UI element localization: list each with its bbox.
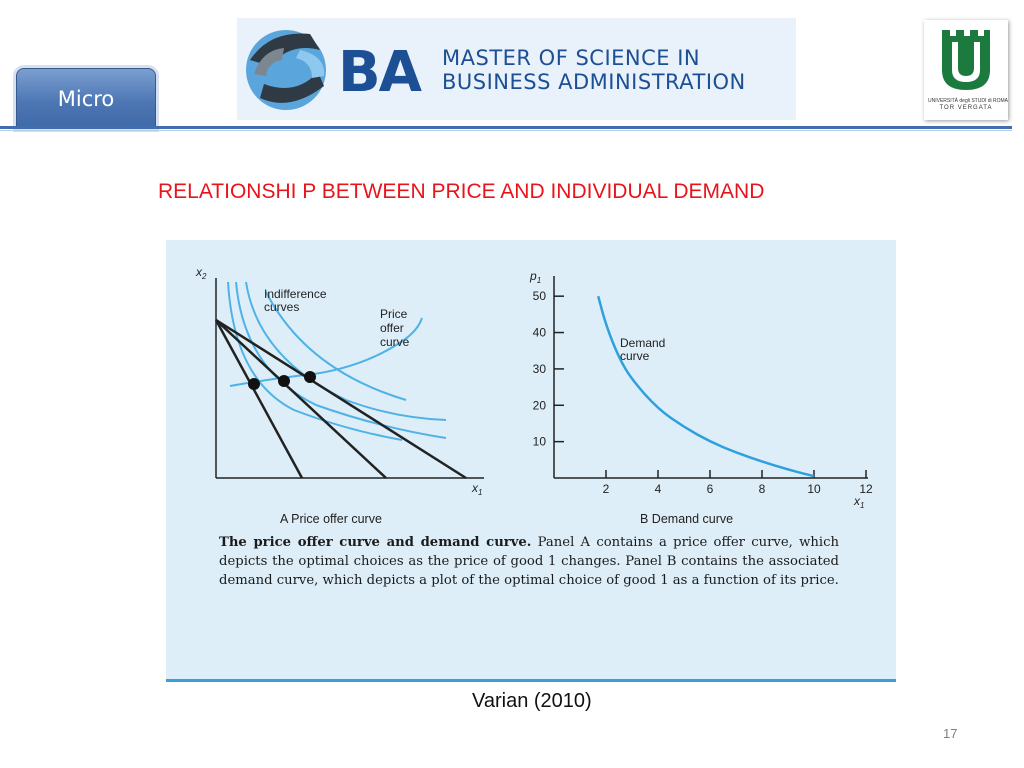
slide-title: RELATIONSHI P BETWEEN PRICE AND INDIVIDU… [158,180,765,203]
y-tick-label-40: 40 [533,326,547,340]
indifference-curves-label: Indifference curves [264,287,327,314]
budget-line-2 [215,319,387,479]
x-tick-label-2: 2 [603,482,610,496]
x-tick-label-4: 4 [655,482,662,496]
optimal-point-1 [248,378,260,390]
panel-b-y-axis-label: p1 [529,269,541,285]
panel-a-chart: x2 x1 Indifference curves Price offer curve… [195,265,484,526]
y-tick-label-50: 50 [533,289,547,303]
panel-b-x-axis-label: x1 [853,494,864,510]
header-divider-light [0,130,1012,131]
source-citation: Varian (2010) [472,690,592,712]
x-tick-label-8: 8 [759,482,766,496]
page-number: 17 [943,726,958,741]
section-tab-micro: Micro [16,68,156,129]
x-tick-label-12: 12 [859,482,873,496]
indifference-curve-3 [245,281,447,421]
indifference-curve-4 [265,291,407,401]
y-tick-label-10: 10 [533,435,547,449]
price-offer-curve [229,317,423,387]
figure-panel [166,240,896,680]
panel-a-caption: A Price offer curve [280,512,382,526]
logo-line-2: BUSINESS ADMINISTRATION [442,70,746,94]
panel-a-x-axis-label: x1 [471,481,482,497]
tower-emblem-icon [938,26,994,94]
indifference-curve-2 [235,281,447,439]
y-tick-label-20: 20 [533,398,547,412]
price-offer-curve-label: Price offer curve [380,307,410,349]
university-logo: UNIVERSITÀ degli STUDI di ROMA TOR VERGA… [924,20,1008,120]
university-name-line-2: TOR VERGATA [939,105,993,111]
x-tick-label-10: 10 [807,482,821,496]
demand-curve-label: Demand curve [620,336,665,363]
logo-line-1: MASTER OF SCIENCE IN [442,46,701,70]
figure-caption-heading: The price offer curve and demand curve. [219,535,532,550]
optimal-point-2 [278,375,290,387]
budget-line-3 [215,318,467,480]
x-tick-label-6: 6 [707,482,714,496]
demand-curve [596,295,815,478]
header-divider [0,126,1012,129]
panel-b-chart: p1 x1 2 4 6 8 10 12 10 20 30 40 50 Demand curve B D… [529,269,873,526]
optimal-point-3 [304,371,316,383]
figure-caption: The price offer curve and demand curve. … [219,533,839,590]
logo-letters: BA [338,40,422,105]
figure-bottom-border [166,679,896,682]
program-logo-banner [237,18,796,120]
panel-b-caption: B Demand curve [640,512,733,526]
y-tick-label-30: 30 [533,362,547,376]
university-name-line-1: UNIVERSITÀ degli STUDI di ROMA [928,98,1009,104]
indifference-curve-1 [227,281,403,441]
budget-line-1 [214,319,304,479]
sphere-logo-icon [246,30,326,110]
figure-caption-body: Panel A contains a price offer curve, wh… [219,535,839,588]
panel-a-y-axis-label: x2 [195,265,207,281]
